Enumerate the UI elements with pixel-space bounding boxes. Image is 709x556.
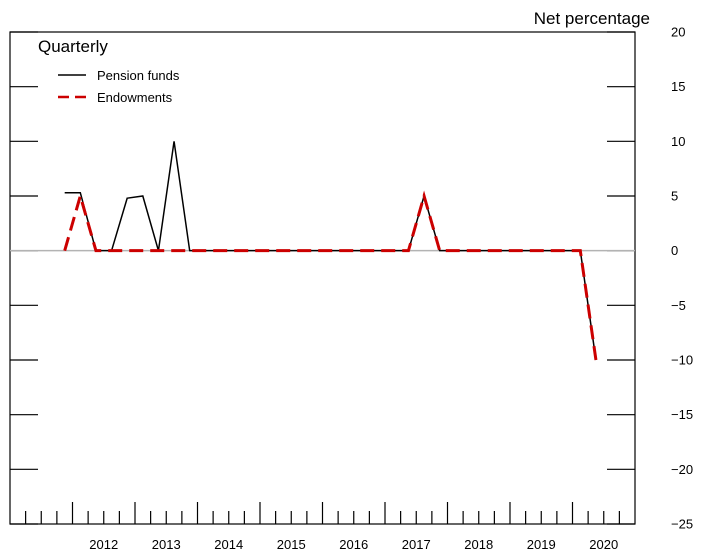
x-tick-label: 2014 xyxy=(214,537,243,552)
x-tick-label: 2020 xyxy=(589,537,618,552)
x-tick-label: 2016 xyxy=(339,537,368,552)
x-axis: 2012 2013 2014 2015 2016 2017 2018 2019 2020 xyxy=(25,502,620,552)
x-tick-label: 2015 xyxy=(277,537,306,552)
y-tick-label: −5 xyxy=(671,298,686,313)
legend-label-endowments: Endowments xyxy=(97,90,173,105)
y-tick-label: −20 xyxy=(671,462,693,477)
y-tick-label: 15 xyxy=(671,79,685,94)
y-tick-label: 5 xyxy=(671,189,678,204)
series-line-endowments xyxy=(63,190,598,361)
y-tick-label: 0 xyxy=(671,243,678,258)
series-layer xyxy=(63,141,598,361)
x-tick-label: 2017 xyxy=(402,537,431,552)
legend: Pension funds Endowments xyxy=(58,68,180,105)
y-tick-label: −15 xyxy=(671,407,693,422)
plot-frame xyxy=(9,31,636,525)
x-tick-label: 2012 xyxy=(89,537,118,552)
y-tick-label: −25 xyxy=(671,517,693,532)
y-axis: 20 15 10 5 0 −5 −10 −15 −20 −25 xyxy=(10,25,693,532)
legend-label-pension-funds: Pension funds xyxy=(97,68,180,83)
x-tick-label: 2019 xyxy=(527,537,556,552)
y-axis-title: Net percentage xyxy=(534,9,650,28)
frequency-label: Quarterly xyxy=(38,37,108,56)
y-tick-label: 10 xyxy=(671,134,685,149)
x-tick-label: 2013 xyxy=(152,537,181,552)
y-tick-label: 20 xyxy=(671,25,685,40)
y-tick-label: −10 xyxy=(671,353,693,368)
x-tick-label: 2018 xyxy=(464,537,493,552)
